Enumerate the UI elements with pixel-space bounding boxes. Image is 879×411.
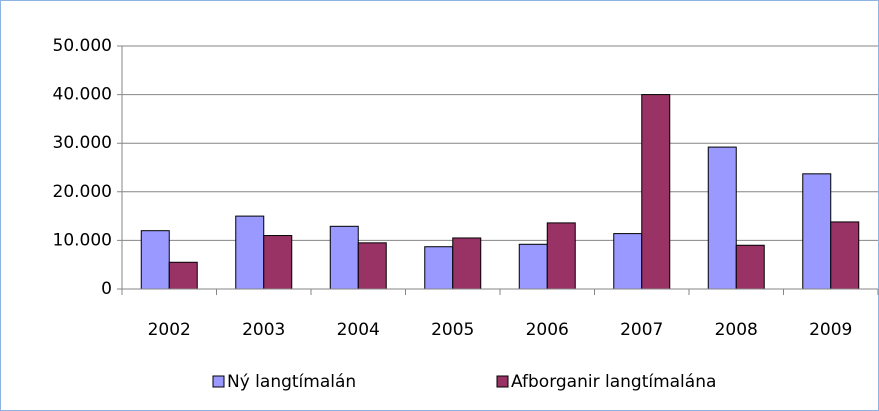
bar	[329, 225, 359, 290]
legend-swatch	[496, 375, 509, 388]
bar	[613, 233, 643, 290]
bar	[452, 237, 482, 290]
legend-swatch	[212, 375, 225, 388]
legend-label: Ný langtímalán	[227, 372, 356, 392]
legend-label: Afborganir langtímalána	[511, 372, 716, 392]
y-tick-label: 10.000	[53, 230, 112, 250]
bar	[707, 146, 737, 290]
y-tick-label: 50.000	[53, 36, 112, 56]
x-tick-label: 2007	[620, 320, 663, 340]
bar	[424, 246, 454, 290]
y-tick-label: 30.000	[53, 133, 112, 153]
x-tick-label: 2004	[337, 320, 380, 340]
y-tick-label: 20.000	[53, 182, 112, 202]
x-tick-label: 2006	[526, 320, 569, 340]
bar	[546, 222, 576, 290]
x-tick-label: 2002	[148, 320, 191, 340]
bar	[357, 242, 387, 290]
y-tick-label: 40.000	[53, 85, 112, 105]
bar	[830, 221, 860, 290]
bar	[263, 235, 293, 290]
bar	[140, 230, 170, 290]
bar	[235, 215, 265, 290]
bar	[735, 244, 765, 290]
bar	[518, 243, 548, 290]
x-tick-label: 2005	[431, 320, 474, 340]
bar	[641, 94, 671, 290]
y-tick-label: 0	[101, 279, 112, 299]
x-tick-label: 2008	[715, 320, 758, 340]
x-tick-label: 2009	[809, 320, 852, 340]
bar	[168, 261, 198, 290]
x-tick-label: 2003	[242, 320, 285, 340]
bar	[802, 173, 832, 290]
